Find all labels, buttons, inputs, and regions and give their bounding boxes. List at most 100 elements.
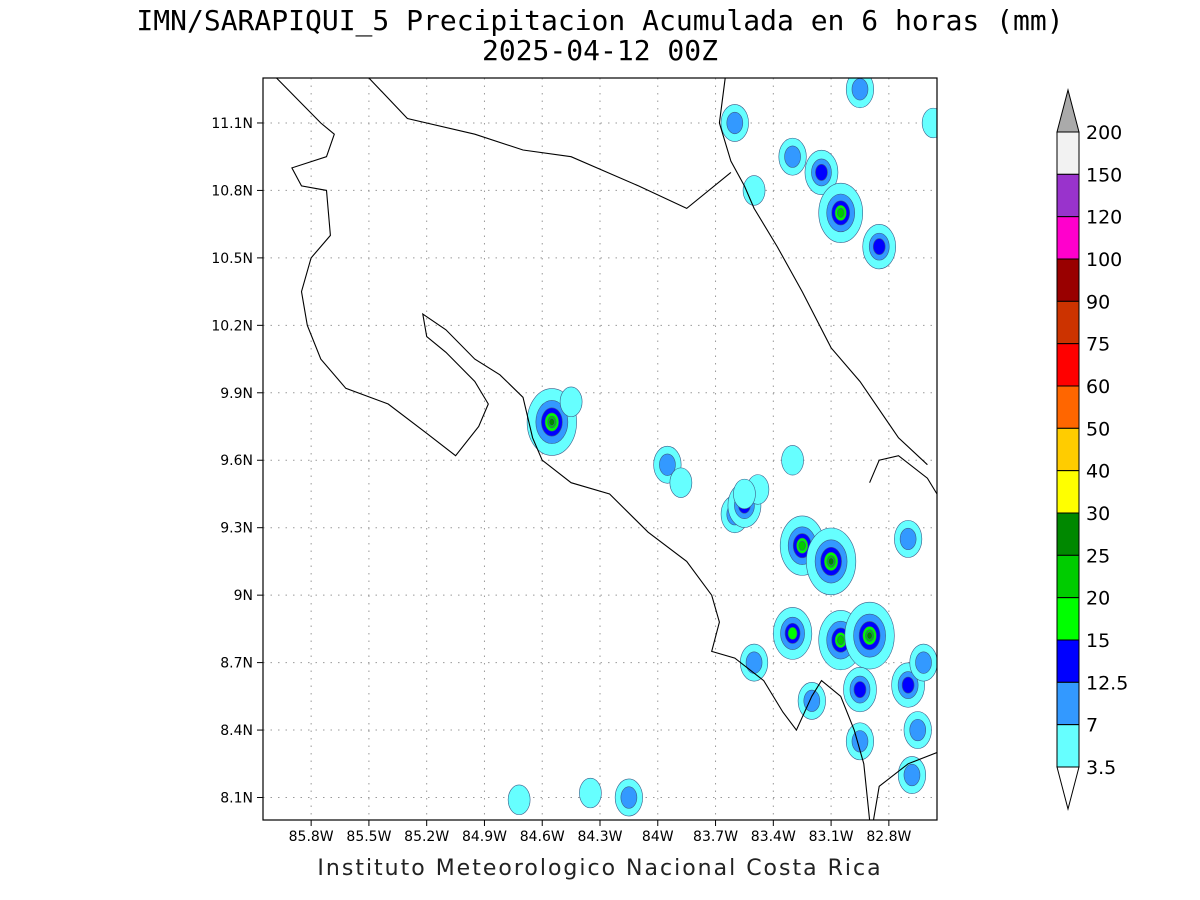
x-tick-label: 84.6W	[520, 829, 565, 845]
colorbar-label: 150	[1086, 164, 1122, 186]
precip-cell	[559, 386, 583, 417]
precip-contour	[620, 786, 638, 809]
precip-contour	[733, 478, 756, 510]
x-tick-label: 85.2W	[404, 829, 449, 845]
colorbar-bin	[1056, 427, 1080, 472]
y-tick-label: 9.6N	[220, 453, 253, 469]
y-tick-label: 11.1N	[211, 116, 253, 132]
x-tick-label: 84.9W	[462, 829, 507, 845]
colorbar-label: 20	[1086, 588, 1110, 610]
colorbar-label: 120	[1086, 207, 1122, 229]
precip-cell	[781, 445, 804, 476]
footer-credit: Instituto Meteorologico Nacional Costa R…	[317, 856, 883, 881]
precipitation-field	[507, 78, 937, 817]
colorbar-label: 25	[1086, 545, 1110, 567]
coastlines	[276, 78, 937, 820]
colorbar-label: 7	[1086, 715, 1098, 737]
precip-contour	[659, 453, 676, 476]
precip-cell	[507, 784, 531, 815]
precip-cell	[897, 756, 927, 794]
precip-contour	[836, 635, 845, 646]
colorbar-label: 60	[1086, 376, 1110, 398]
precip-cell	[845, 722, 875, 761]
precip-contour	[901, 676, 915, 694]
y-tick-label: 9.9N	[220, 386, 253, 402]
y-tick-label: 10.2N	[211, 318, 253, 334]
colorbar-label: 75	[1086, 334, 1110, 356]
colorbar-bin	[1056, 173, 1080, 218]
precip-cell	[733, 478, 756, 510]
precip-contour	[548, 418, 555, 426]
x-tick-label: 83.4W	[751, 829, 796, 845]
precip-contour	[921, 107, 937, 139]
colorbar-label: 15	[1086, 630, 1110, 652]
colorbar-label: 90	[1086, 291, 1110, 313]
precip-contour	[899, 527, 917, 551]
precip-contour	[787, 627, 798, 640]
colorbar-bin	[1056, 300, 1080, 345]
colorbar-label: 40	[1086, 461, 1110, 483]
colorbar-bin	[1056, 512, 1080, 556]
x-tick-label: 85.8W	[289, 829, 334, 845]
precip-contour	[828, 557, 834, 566]
x-tick-label: 85.5W	[346, 829, 391, 845]
precip-cell	[579, 777, 602, 809]
x-tick-label: 83.7W	[693, 829, 738, 845]
colorbar-label: 200	[1086, 122, 1122, 144]
colorbar-bin	[1056, 131, 1080, 175]
x-tick-label: 82.8W	[866, 829, 911, 845]
coastline	[872, 751, 937, 820]
precip-cell	[806, 527, 857, 596]
precip-contour	[669, 467, 693, 498]
precip-contour	[781, 445, 804, 476]
precip-cell	[804, 149, 839, 196]
y-tick-label: 10.8N	[211, 183, 253, 199]
precip-cell	[845, 78, 875, 109]
precip-contour	[559, 386, 583, 417]
colorbar-bin	[1056, 470, 1080, 514]
precip-cell	[614, 778, 643, 817]
precip-cell	[818, 182, 864, 243]
precip-contour	[915, 651, 932, 674]
y-tick-label: 8.7N	[220, 656, 253, 672]
precip-contour	[726, 111, 744, 135]
precip-cell	[843, 667, 877, 713]
y-tick-label: 8.4N	[220, 723, 253, 739]
colorbar-bin	[1056, 385, 1080, 429]
coastline	[718, 78, 928, 466]
chart-subtitle-datetime: 2025-04-12 00Z	[481, 34, 718, 67]
precip-cell	[778, 137, 807, 176]
precip-cell	[720, 104, 749, 142]
precip-cell	[909, 643, 937, 682]
precip-contour	[745, 651, 763, 674]
precip-contour	[815, 164, 828, 181]
colorbar-bottom-triangle	[1056, 766, 1080, 811]
colorbar-bin	[1056, 597, 1080, 641]
colorbar-bin	[1056, 681, 1080, 726]
precip-cell	[740, 643, 769, 682]
longitude-axis: 85.8W 85.5W 85.2W 84.9W 84.6W 84.3W 84W 83.7W 83…	[289, 820, 912, 845]
precip-cell	[903, 711, 932, 749]
precip-cell	[844, 601, 895, 670]
precip-cell	[921, 107, 937, 139]
y-tick-label: 8.1N	[220, 791, 253, 807]
precip-cell	[862, 224, 897, 270]
precip-contour	[909, 718, 927, 742]
latitude-axis: 8.1N 8.4N 8.7N 9N 9.3N 9.6N 9.9N 10.2N 10.5N 10.8…	[211, 116, 263, 807]
chart-title: IMN/SARAPIQUI_5 Precipitacion Acumulada …	[136, 4, 1064, 37]
colorbar-bin	[1056, 724, 1080, 768]
precip-cell	[526, 388, 577, 456]
colorbar-bin	[1056, 554, 1080, 599]
colorbar-label: 3.5	[1086, 757, 1116, 779]
precip-contour	[866, 631, 873, 640]
colorbar-bin	[1056, 343, 1080, 387]
coastline	[368, 78, 732, 210]
x-tick-label: 83.1W	[809, 829, 854, 845]
precip-contour	[742, 175, 766, 206]
precip-cell	[669, 467, 693, 498]
precip-contour	[507, 784, 531, 815]
precip-contour	[798, 540, 807, 551]
colorbar-bin	[1056, 639, 1080, 683]
precip-contour	[579, 777, 602, 809]
coastline	[276, 78, 871, 820]
